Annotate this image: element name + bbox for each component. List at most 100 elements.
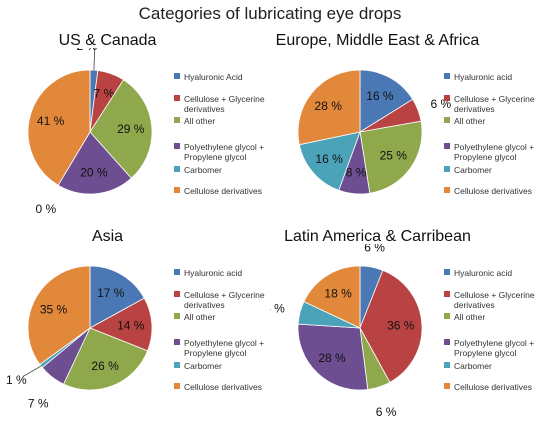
legend-swatch: [174, 339, 180, 345]
data-label: 1 %: [6, 373, 27, 387]
legend-label: Polyethylene glycol + Propylene glycol: [184, 142, 265, 162]
legend-label: Polyethylene glycol + Propylene glycol: [454, 338, 535, 358]
pie-slice: [297, 69, 361, 146]
legend-swatch: [174, 291, 180, 297]
legend-label: Cellulose derivatives: [454, 382, 532, 392]
data-label: 2 %: [77, 48, 98, 53]
pie-chart: 16 %6 %25 %8 %16 %28 %: [297, 69, 452, 195]
pie-slice: [297, 323, 369, 391]
legend-label: Hyaluronic acid: [454, 268, 513, 278]
legend-swatch: [444, 143, 450, 149]
data-label: 6 %: [364, 244, 385, 254]
legend-label: Cellulose derivatives: [184, 382, 262, 392]
pie-slice: [89, 265, 145, 329]
legend-label: Hyaluronic acid: [454, 72, 513, 82]
pie-slice: [359, 120, 423, 194]
legend-swatch: [174, 166, 180, 172]
legend-label: Hyaluronic acid: [184, 268, 243, 278]
legend-swatch: [174, 269, 180, 275]
legend-swatch: [444, 73, 450, 79]
legend-swatch: [444, 362, 450, 368]
pie-slice: [27, 69, 91, 186]
data-label: 36 %: [387, 318, 415, 332]
data-label: 18 %: [324, 287, 352, 301]
pie-panel-latin-america: Latin America & Carribean 6 % 36 % 6 % 28 %…: [270, 228, 540, 424]
data-label: 16 %: [366, 89, 394, 103]
legend-swatch: [174, 117, 180, 123]
legend-label: Cellulose + Glycerine derivatives: [454, 94, 535, 114]
pie-slice: [359, 269, 423, 383]
data-label: 29 %: [117, 122, 145, 136]
legend-label: Polyethylene glycol + Propylene glycol: [184, 338, 265, 358]
legend-swatch: [444, 269, 450, 275]
panel-title: US & Canada: [58, 32, 157, 49]
legend-swatch: [174, 95, 180, 101]
pie-slice: [298, 131, 361, 191]
legend-swatch: [174, 362, 180, 368]
pie-panel-emea: Europe, Middle East & Africa 16 % 6 % 25 %…: [270, 32, 540, 228]
pie-chart: 2 % 7 % 29 % 20 % 0 % 41 %: [27, 48, 153, 216]
legend-swatch: [174, 383, 180, 389]
pie-panel-asia: Asia 17 % 14 % 26 % 7 % 1 % 35 % Hyaluronic a…: [0, 228, 270, 424]
data-label: 28 %: [315, 99, 343, 113]
legend-swatch: [444, 313, 450, 319]
legend-label: Carbomer: [184, 361, 222, 371]
data-label: 28 %: [318, 351, 346, 365]
legend-label: Cellulose derivatives: [454, 186, 532, 196]
panel-title: Asia: [91, 228, 124, 245]
legend-label: Cellulose + Glycerine derivatives: [184, 94, 265, 114]
panel-title: Latin America & Carribean: [284, 228, 471, 245]
panel-title: Europe, Middle East & Africa: [275, 32, 480, 49]
data-label: 14 %: [117, 318, 145, 332]
legend-swatch: [444, 166, 450, 172]
data-label: 8 %: [346, 166, 367, 180]
legend-swatch: [174, 143, 180, 149]
data-label: 16 %: [315, 152, 343, 166]
data-label: 0 %: [36, 202, 57, 216]
legend-swatch: [444, 291, 450, 297]
pie-slice: [27, 265, 91, 365]
legend-swatch: [444, 339, 450, 345]
chart-figure: Categories of lubricating eye drops US &…: [0, 4, 540, 419]
pie-slice: [359, 69, 414, 133]
data-label: 6 %: [376, 405, 397, 419]
pie-chart: 17 % 14 % 26 % 7 %1 % 35 %: [6, 265, 153, 411]
legend-label: Carbomer: [454, 361, 492, 371]
legend-label: Polyethylene glycol + Propylene glycol: [454, 142, 535, 162]
legend-label: Cellulose + Glycerine derivatives: [184, 290, 265, 310]
data-label: 25 %: [380, 149, 408, 163]
data-label: 26 %: [91, 359, 119, 373]
legend-swatch: [444, 95, 450, 101]
pie-panel-us-canada: US & Canada 2 % 7 % 29 % 20 % 0 % 41 % Hyalur…: [0, 32, 270, 228]
legend-swatch: [444, 383, 450, 389]
pie-slice: [89, 297, 153, 352]
data-label: 17 %: [97, 286, 125, 300]
figure-title: Categories of lubricating eye drops: [138, 4, 402, 23]
legend-label: Hyaluronic Acid: [184, 72, 243, 82]
legend-swatch: [174, 187, 180, 193]
label-leader-line: [93, 48, 96, 71]
legend-label: Carbomer: [454, 165, 492, 175]
pie-slice: [63, 327, 149, 391]
legend-label: All other: [184, 116, 216, 126]
legend-swatch: [174, 73, 180, 79]
legend-label: Carbomer: [184, 165, 222, 175]
legend-swatch: [444, 187, 450, 193]
data-label: 20 %: [80, 166, 108, 180]
legend-label: All other: [454, 116, 486, 126]
legend-label: All other: [454, 312, 486, 322]
data-label: 41 %: [37, 114, 65, 128]
label-leader-line: [24, 365, 42, 377]
pie-chart: 6 % 36 % 6 % 28 % 6 % 18 %: [270, 244, 423, 419]
legend-swatch: [444, 117, 450, 123]
pie-slice: [57, 131, 132, 195]
data-label: 6 %: [270, 302, 285, 316]
pie-slice: [89, 79, 153, 179]
data-label: 35 %: [40, 302, 68, 316]
legend-label: Cellulose derivatives: [184, 186, 262, 196]
legend-label: Cellulose + Glycerine derivatives: [454, 290, 535, 310]
legend-label: All other: [184, 312, 216, 322]
data-label: 7 %: [28, 397, 49, 411]
data-label: 7 %: [94, 87, 115, 101]
pie-slice: [303, 265, 361, 329]
